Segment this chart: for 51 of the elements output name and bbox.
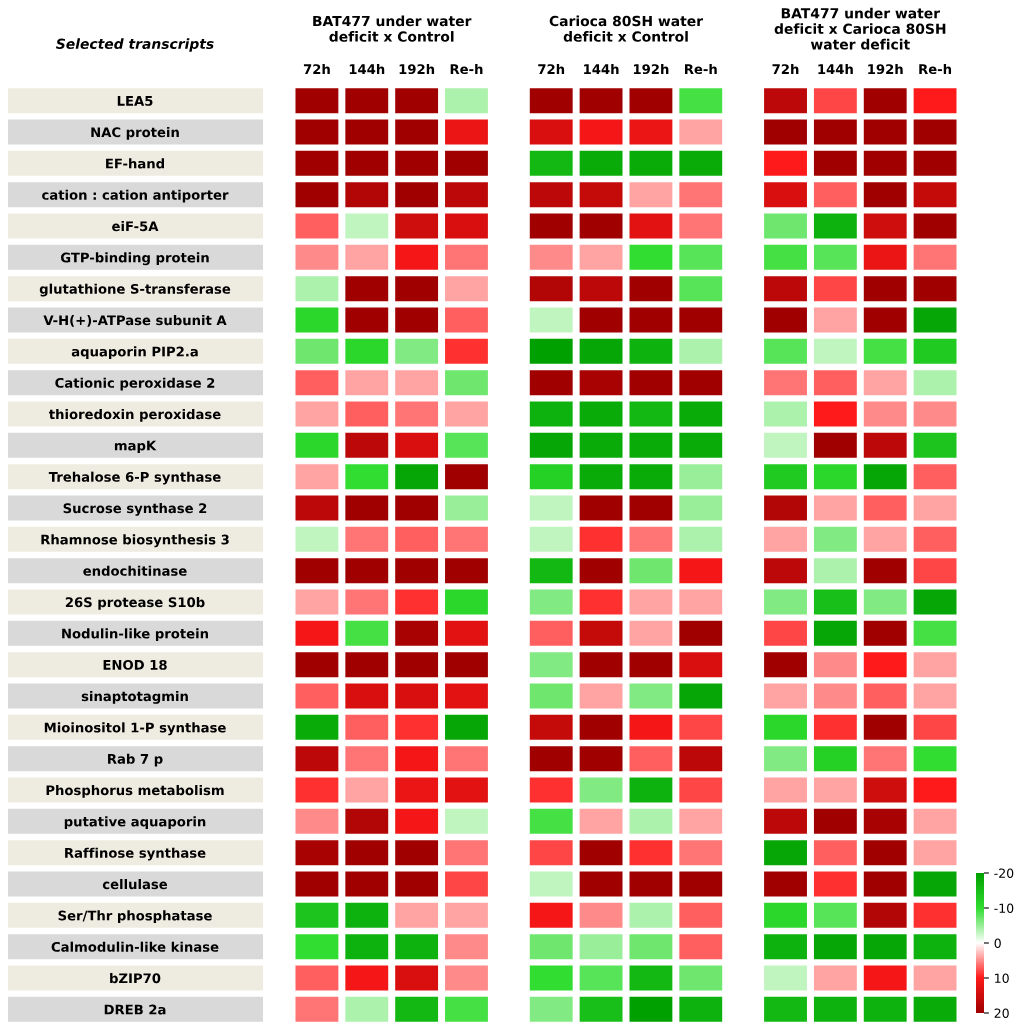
- color-bar-label: -20: [994, 868, 1014, 878]
- y-tick-label: putative aquaporin: [64, 816, 206, 830]
- text: BAT477 under water deficit x Carioca 80SH water deficit: [774, 7, 946, 50]
- color-bar-label: 20: [994, 1008, 1009, 1018]
- y-tick-label: thioredoxin peroxidase: [48, 408, 221, 422]
- x-tick-label: 72h: [538, 63, 565, 74]
- y-tick-label: Mioinositol 1-P synthase: [44, 722, 226, 736]
- y-tick-label: V-H(+)-ATPase subunit A: [43, 314, 227, 327]
- y-tick-label: Trehalose 6-P synthase: [48, 471, 221, 485]
- y-tick-label: ENOD 18: [103, 659, 167, 670]
- x-tick-label: Re-h: [450, 63, 483, 75]
- y-tick-label: aquaporin PIP2.a: [71, 346, 198, 360]
- y-tick-label: bZIP70: [110, 972, 161, 984]
- y-tick-label: sinaptotagmin: [81, 690, 188, 704]
- y-tick-label: Rab 7 p: [108, 753, 163, 767]
- x-tick-label: Re-h: [919, 63, 952, 75]
- y-tick-label: cation : cation antiporter: [42, 189, 229, 203]
- y-tick-label: GTP-binding protein: [60, 252, 209, 266]
- x-tick-label: 192h: [633, 63, 669, 75]
- color-bar-label: 10: [995, 973, 1009, 983]
- y-tick-label: 26S protease S10b: [65, 596, 205, 610]
- y-tick-label: EF-hand: [106, 158, 165, 169]
- x-tick-label: 192h: [399, 63, 435, 75]
- y-tick-label: Raffinose synthase: [65, 847, 206, 861]
- y-tick-label: glutathione S-transferase: [39, 283, 231, 297]
- x-tick-label: Re-h: [685, 63, 717, 75]
- y-tick-label: Sucrose synthase 2: [63, 502, 207, 516]
- y-tick-label: NAC protein: [91, 126, 179, 140]
- text: BAT477 under water deficit x Control: [313, 15, 472, 42]
- y-tick-label: cellulase: [102, 878, 168, 890]
- y-tick-label: eiF-5A: [112, 220, 159, 232]
- x-tick-label: 144h: [584, 63, 619, 74]
- y-tick-label: Rhamnose biosynthesis 3: [41, 534, 229, 548]
- x-tick-label: 144h: [349, 63, 385, 74]
- color-bar-label: -10: [994, 903, 1014, 913]
- y-tick-label: LEA5: [117, 96, 153, 106]
- text: Carioca 80SH water deficit x Control: [549, 15, 703, 42]
- y-tick-label: Calmodulin-like kinase: [51, 941, 219, 952]
- y-tick-label: DREB 2a: [104, 1004, 166, 1015]
- y-tick-label: Nodulin-like protein: [62, 628, 208, 642]
- text: Selected transcripts: [56, 38, 214, 52]
- x-tick-label: 144h: [818, 63, 853, 74]
- color-bar-label: 0: [994, 938, 1001, 948]
- y-tick-label: mapK: [114, 440, 157, 454]
- y-tick-label: Cationic peroxidase 2: [55, 377, 215, 391]
- x-tick-label: 192h: [868, 63, 903, 75]
- y-tick-label: Ser/Thr phosphatase: [58, 910, 212, 924]
- y-tick-label: Phosphorus metabolism: [46, 784, 224, 798]
- x-tick-label: 72h: [772, 63, 799, 74]
- x-tick-label: 72h: [303, 63, 330, 74]
- y-tick-label: endochitinase: [83, 565, 187, 576]
